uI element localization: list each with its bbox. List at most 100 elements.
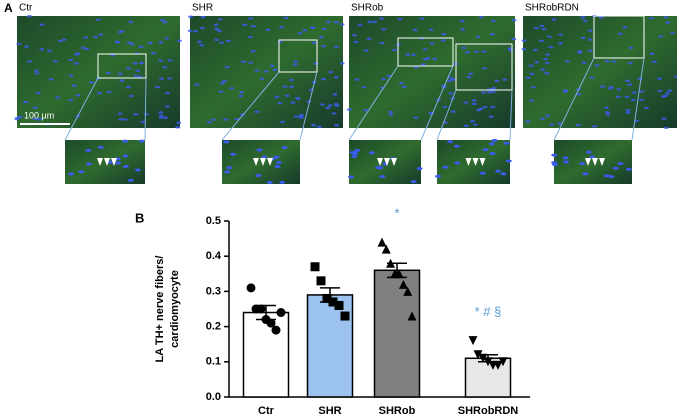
nucleus xyxy=(551,161,558,165)
nucleus xyxy=(255,174,262,178)
nucleus xyxy=(275,160,282,164)
nucleus xyxy=(598,16,604,19)
nucleus xyxy=(133,74,139,77)
nucleus xyxy=(579,162,586,166)
nucleus xyxy=(632,91,638,94)
nucleus xyxy=(126,86,132,89)
bar xyxy=(242,311,290,398)
nucleus xyxy=(326,20,332,24)
nucleus xyxy=(34,72,40,75)
nucleus xyxy=(664,92,670,95)
nucleus xyxy=(274,165,281,169)
data-point xyxy=(398,279,408,289)
nucleus xyxy=(117,112,123,115)
nucleus xyxy=(162,66,168,69)
nucleus xyxy=(158,59,164,62)
y-tick-label: 0.4 xyxy=(206,250,222,262)
scale-bar-label: 100 µm xyxy=(24,110,54,120)
nucleus xyxy=(363,49,369,52)
nucleus xyxy=(471,102,477,106)
zoom-line xyxy=(221,71,280,141)
nucleus xyxy=(585,150,592,154)
nucleus xyxy=(581,61,587,64)
nucleus xyxy=(122,118,128,121)
nucleus xyxy=(353,40,359,44)
nucleus xyxy=(213,23,219,26)
nucleus xyxy=(630,98,636,102)
nucleus xyxy=(225,39,231,43)
nucleus xyxy=(127,178,134,182)
nucleus xyxy=(587,38,593,41)
nucleus xyxy=(199,44,205,47)
arrowhead xyxy=(384,158,390,166)
nucleus xyxy=(429,42,435,45)
nucleus xyxy=(234,117,240,121)
nucleus xyxy=(230,152,237,156)
nucleus xyxy=(549,123,555,126)
nucleus xyxy=(299,113,305,117)
nucleus xyxy=(442,165,449,169)
nucleus xyxy=(176,39,182,42)
nucleus xyxy=(318,36,324,39)
nucleus xyxy=(481,91,487,94)
nucleus xyxy=(379,175,386,179)
nucleus xyxy=(558,42,564,45)
zoom-line xyxy=(348,65,399,141)
panel-label: A xyxy=(4,1,13,15)
nucleus xyxy=(532,48,538,52)
nucleus xyxy=(489,152,496,156)
zoom-box xyxy=(455,43,513,91)
nucleus xyxy=(379,41,385,45)
nucleus xyxy=(164,37,170,40)
zoom-box xyxy=(397,37,454,67)
nucleus xyxy=(333,124,339,127)
nucleus xyxy=(411,53,417,57)
nucleus xyxy=(248,17,254,20)
nucleus xyxy=(346,108,352,111)
nucleus xyxy=(474,50,480,53)
nucleus xyxy=(188,15,194,18)
nucleus xyxy=(163,116,169,119)
nucleus xyxy=(132,62,138,65)
nucleus xyxy=(302,29,308,32)
image-label: Ctr xyxy=(19,3,33,14)
nucleus xyxy=(413,116,419,119)
nucleus xyxy=(576,93,582,96)
x-tick-label: Ctr xyxy=(258,405,275,417)
y-axis-label: cardiomyocyte xyxy=(169,270,181,348)
x-tick-label: SHRobRDN xyxy=(458,405,519,417)
data-point xyxy=(328,297,338,307)
nucleus xyxy=(224,170,231,174)
data-point xyxy=(386,258,396,268)
nucleus xyxy=(354,78,360,81)
arrowhead xyxy=(472,158,479,166)
data-point xyxy=(407,311,417,321)
data-point xyxy=(468,336,478,346)
nucleus xyxy=(229,87,235,90)
scale-bar xyxy=(20,123,70,125)
nucleus xyxy=(36,118,42,121)
nucleus xyxy=(115,161,122,165)
nucleus xyxy=(351,154,358,158)
nucleus xyxy=(658,35,664,38)
nucleus xyxy=(71,84,77,87)
nucleus xyxy=(656,77,662,80)
nucleus xyxy=(134,168,141,172)
nucleus xyxy=(551,18,557,21)
nucleus xyxy=(580,16,586,19)
nucleus xyxy=(216,29,222,33)
nucleus xyxy=(24,45,30,48)
nucleus xyxy=(110,54,116,57)
data-point xyxy=(310,262,320,272)
nucleus xyxy=(115,40,121,44)
nucleus xyxy=(61,38,67,41)
nucleus xyxy=(74,53,80,56)
nucleus xyxy=(221,79,227,83)
zoom-line xyxy=(553,57,595,141)
nucleus xyxy=(643,106,649,110)
nucleus xyxy=(240,60,246,63)
nucleus xyxy=(48,78,54,81)
arrowhead xyxy=(377,158,383,166)
nucleus xyxy=(239,91,245,94)
nucleus xyxy=(224,65,230,69)
